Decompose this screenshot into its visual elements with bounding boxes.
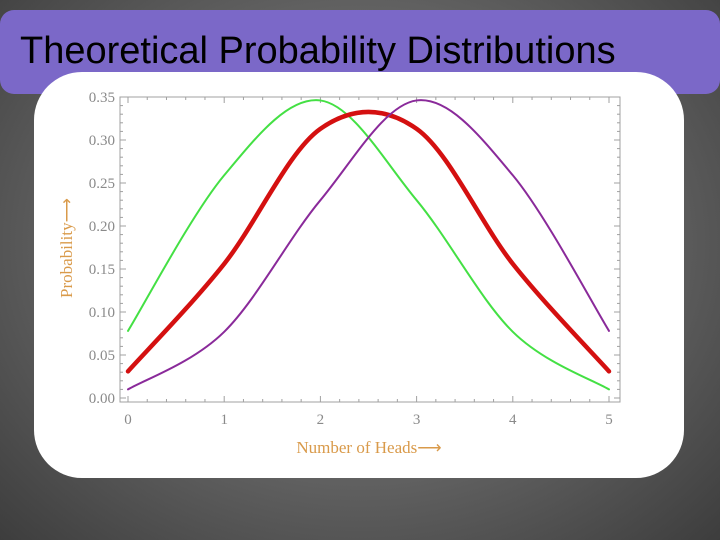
x-axis-label: Number of Heads⟶	[296, 438, 441, 457]
chart-panel	[34, 72, 684, 478]
series-line-2	[125, 109, 612, 374]
x-tick-label: 1	[220, 412, 228, 428]
y-tick-label: 0.10	[89, 305, 115, 321]
y-tick-label: 0.00	[89, 391, 115, 407]
x-tick-label: 4	[509, 412, 517, 428]
y-tick-label: 0.35	[89, 90, 115, 106]
x-tick-label: 2	[317, 412, 325, 428]
plot-frame	[119, 96, 621, 403]
y-tick-label: 0.20	[89, 219, 115, 235]
y-axis-label: Probability⟶	[57, 198, 76, 298]
y-tick-label: 0.25	[89, 176, 115, 192]
y-tick-label: 0.15	[89, 262, 115, 278]
x-tick-label: 3	[413, 412, 421, 428]
x-tick-label: 5	[605, 412, 613, 428]
slide-title: Theoretical Probability Distributions	[20, 30, 616, 72]
series-line-3	[127, 99, 610, 391]
series-line-1	[127, 99, 610, 391]
y-tick-label: 0.30	[89, 133, 115, 149]
y-tick-label: 0.05	[89, 348, 115, 364]
x-tick-label: 0	[124, 412, 132, 428]
